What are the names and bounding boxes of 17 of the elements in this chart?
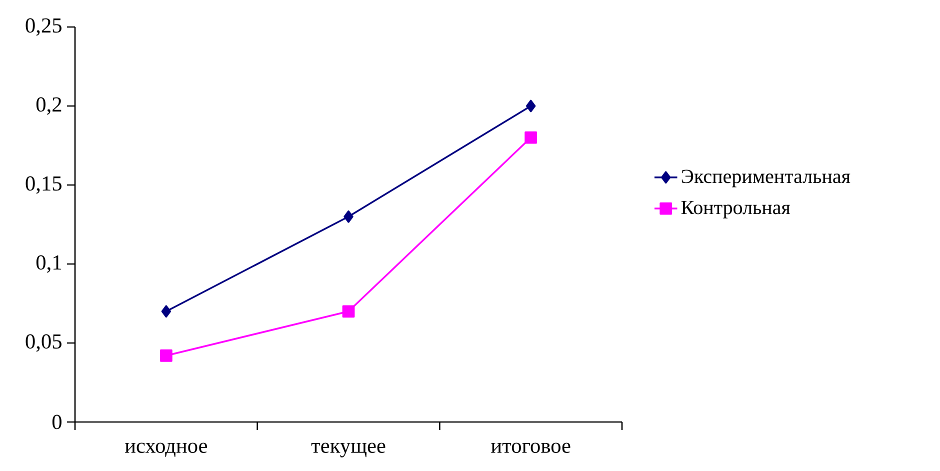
y-tick-label: 0,2: [36, 97, 62, 115]
point: [160, 349, 172, 362]
point: [526, 100, 536, 112]
y-tick-label: 0,05: [26, 334, 62, 352]
x-tick-label: текущее: [311, 442, 386, 458]
point: [344, 210, 354, 223]
x-tick-label: итоговое: [491, 442, 570, 453]
legend-label: Контрольная: [681, 200, 790, 218]
y-tick-label: 0: [52, 414, 62, 430]
legend-label: Экспериментальная: [682, 170, 850, 188]
x-tick-label: исходное: [124, 442, 208, 457]
point: [161, 305, 172, 318]
y-tick-label: 0,25: [26, 18, 62, 36]
y-tick-label: 0,15: [26, 176, 62, 194]
y-tick-label: 0,1: [36, 255, 62, 273]
point: [524, 131, 538, 144]
point: [342, 305, 355, 318]
